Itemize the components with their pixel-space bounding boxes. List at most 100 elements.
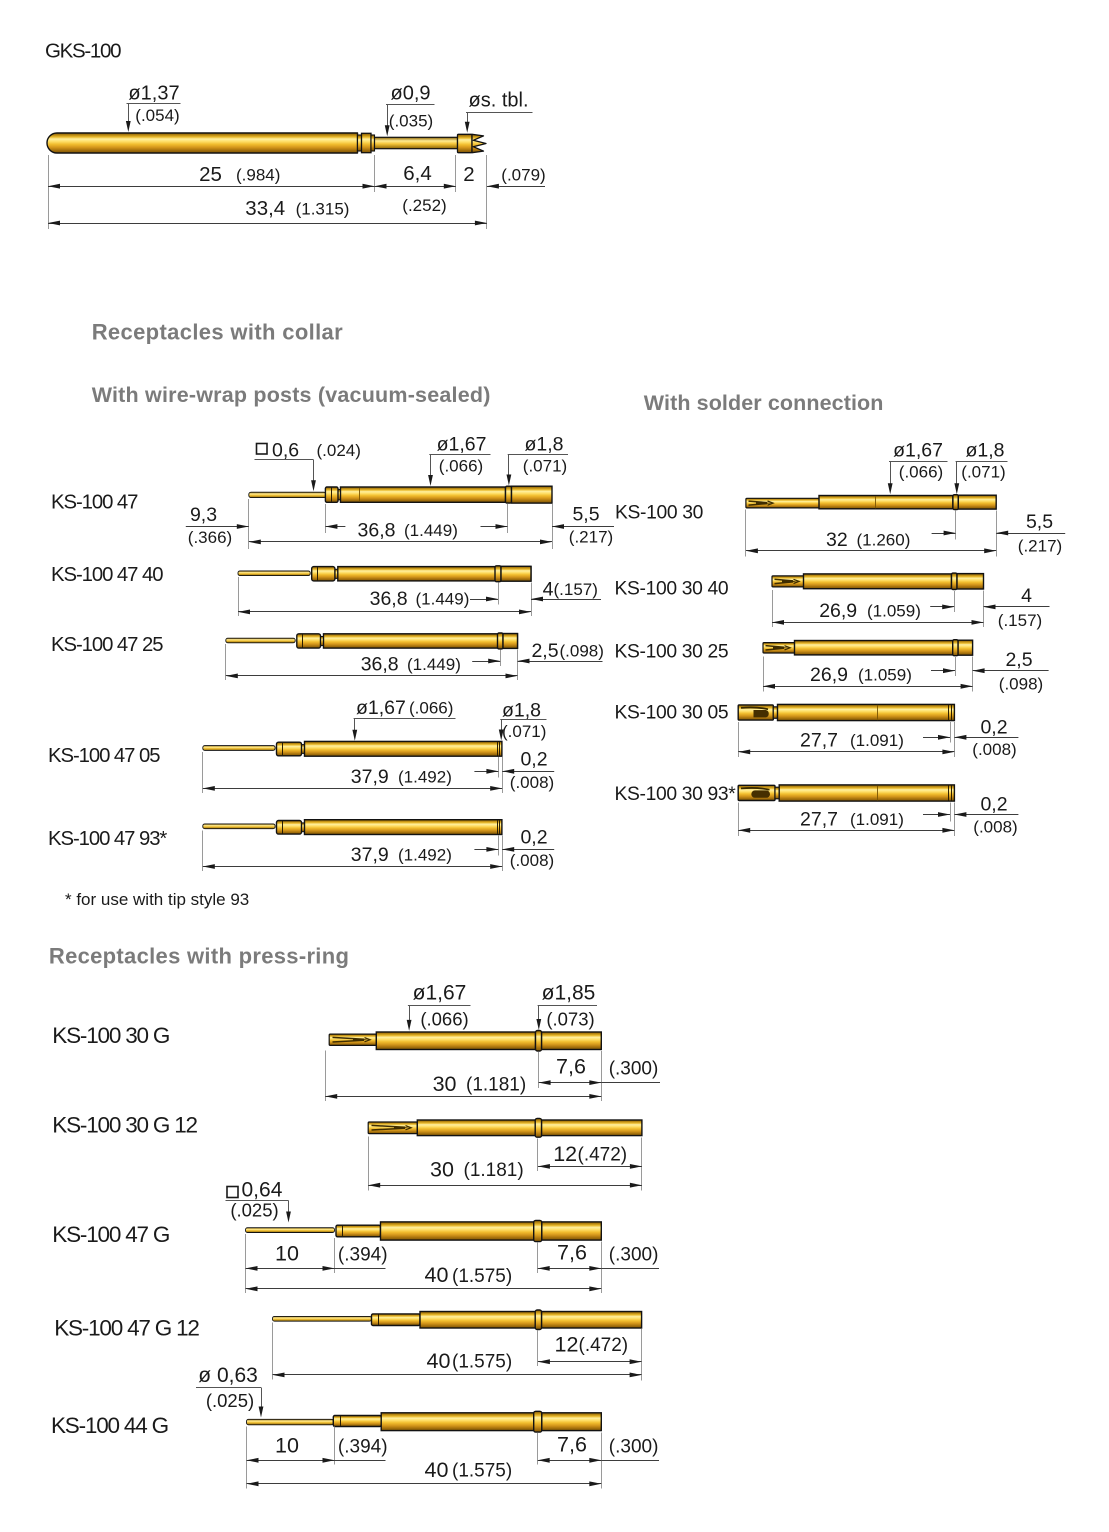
svg-text:(.071): (.071) bbox=[502, 722, 546, 741]
svg-text:6,4: 6,4 bbox=[403, 162, 432, 185]
svg-text:(.300): (.300) bbox=[609, 1437, 659, 1458]
svg-text:36,8: 36,8 bbox=[358, 520, 396, 542]
svg-text:øs. tbl.: øs. tbl. bbox=[469, 90, 529, 112]
svg-text:33,4: 33,4 bbox=[245, 197, 285, 220]
svg-text:ø1,67: ø1,67 bbox=[437, 434, 487, 456]
svg-text:(.066): (.066) bbox=[409, 699, 453, 718]
svg-text:(.071): (.071) bbox=[523, 457, 567, 476]
svg-text:KS-100 30 25: KS-100 30 25 bbox=[615, 642, 729, 663]
svg-text:KS-100 30 93*: KS-100 30 93* bbox=[615, 784, 737, 805]
svg-text:(1.181): (1.181) bbox=[466, 1075, 526, 1096]
svg-text:ø1,8: ø1,8 bbox=[502, 700, 541, 722]
svg-text:2: 2 bbox=[463, 163, 474, 186]
svg-text:(.366): (.366) bbox=[188, 528, 232, 547]
svg-text:0,64: 0,64 bbox=[242, 1179, 283, 1202]
svg-text:(.066): (.066) bbox=[899, 462, 943, 481]
svg-text:36,8: 36,8 bbox=[361, 653, 399, 675]
svg-text:37,9: 37,9 bbox=[351, 844, 389, 866]
svg-text:KS-100 47: KS-100 47 bbox=[51, 492, 138, 514]
svg-text:0,6: 0,6 bbox=[272, 440, 299, 462]
svg-text:(.025): (.025) bbox=[206, 1390, 254, 1411]
svg-text:(.984): (.984) bbox=[236, 166, 280, 185]
svg-text:KS-100 47 40: KS-100 47 40 bbox=[51, 564, 163, 586]
svg-text:KS-100 47 25: KS-100 47 25 bbox=[51, 634, 163, 656]
svg-text:KS-100 30: KS-100 30 bbox=[615, 503, 703, 524]
svg-text:10: 10 bbox=[275, 1434, 299, 1458]
svg-text:KS-100 47 G: KS-100 47 G bbox=[52, 1222, 169, 1247]
svg-text:With solder connection: With solder connection bbox=[644, 391, 884, 415]
svg-text:ø1,85: ø1,85 bbox=[542, 982, 596, 1005]
svg-text:(.054): (.054) bbox=[135, 106, 179, 125]
svg-text:(.024): (.024) bbox=[317, 441, 361, 460]
svg-text:0,2: 0,2 bbox=[520, 748, 547, 770]
svg-text:26,9: 26,9 bbox=[810, 664, 848, 686]
svg-text:40: 40 bbox=[425, 1263, 449, 1287]
svg-text:(.025): (.025) bbox=[230, 1200, 278, 1221]
svg-text:(.008): (.008) bbox=[510, 773, 554, 792]
svg-text:(1.492): (1.492) bbox=[398, 846, 452, 865]
svg-text:(.008): (.008) bbox=[510, 851, 554, 870]
svg-text:GKS-100: GKS-100 bbox=[45, 40, 121, 63]
svg-text:KS-100 30 40: KS-100 30 40 bbox=[615, 579, 729, 600]
svg-text:(1.449): (1.449) bbox=[404, 521, 458, 540]
svg-text:ø1,8: ø1,8 bbox=[524, 434, 563, 456]
svg-text:(.394): (.394) bbox=[338, 1245, 388, 1266]
svg-text:KS-100 47 93*: KS-100 47 93* bbox=[48, 828, 167, 850]
svg-text:30: 30 bbox=[433, 1072, 457, 1096]
svg-text:(.217): (.217) bbox=[569, 528, 613, 547]
svg-text:Receptacles with press-ring: Receptacles with press-ring bbox=[49, 944, 349, 969]
svg-text:(.217): (.217) bbox=[1018, 537, 1062, 556]
svg-text:(.066): (.066) bbox=[439, 457, 483, 476]
svg-text:ø1,67: ø1,67 bbox=[413, 982, 467, 1005]
svg-text:(.098): (.098) bbox=[560, 642, 604, 661]
svg-text:(1.575): (1.575) bbox=[452, 1266, 512, 1287]
svg-text:(1.059): (1.059) bbox=[858, 666, 912, 685]
svg-text:(1.091): (1.091) bbox=[850, 810, 904, 829]
svg-text:(1.575): (1.575) bbox=[452, 1461, 512, 1482]
svg-text:12: 12 bbox=[553, 1142, 577, 1166]
svg-text:(1.449): (1.449) bbox=[416, 589, 470, 608]
svg-text:(1.575): (1.575) bbox=[452, 1352, 512, 1373]
svg-text:(.394): (.394) bbox=[338, 1437, 388, 1458]
svg-text:(.157): (.157) bbox=[998, 611, 1042, 630]
svg-text:ø1,67: ø1,67 bbox=[893, 439, 943, 461]
svg-text:40: 40 bbox=[427, 1349, 451, 1373]
svg-text:(1.059): (1.059) bbox=[867, 602, 921, 621]
svg-text:ø1,8: ø1,8 bbox=[965, 439, 1004, 461]
svg-text:36,8: 36,8 bbox=[370, 588, 408, 610]
svg-text:40: 40 bbox=[425, 1458, 449, 1482]
svg-text:12: 12 bbox=[555, 1333, 579, 1357]
svg-text:KS-100 30 G 12: KS-100 30 G 12 bbox=[52, 1113, 197, 1138]
svg-text:(.472): (.472) bbox=[578, 1145, 628, 1166]
svg-text:0,2: 0,2 bbox=[980, 794, 1007, 816]
svg-text:(.252): (.252) bbox=[402, 196, 446, 215]
svg-text:(.157): (.157) bbox=[554, 580, 598, 599]
svg-text:(.300): (.300) bbox=[609, 1245, 659, 1266]
svg-text:(1.315): (1.315) bbox=[296, 200, 350, 219]
svg-text:5,5: 5,5 bbox=[572, 504, 599, 526]
svg-text:(1.449): (1.449) bbox=[407, 655, 461, 674]
svg-text:4: 4 bbox=[543, 579, 554, 601]
svg-text:KS-100 30 05: KS-100 30 05 bbox=[615, 703, 729, 724]
svg-text:5,5: 5,5 bbox=[1026, 511, 1053, 533]
svg-text:0,2: 0,2 bbox=[980, 717, 1007, 739]
svg-text:30: 30 bbox=[430, 1158, 454, 1182]
svg-text:2,5: 2,5 bbox=[531, 640, 558, 662]
svg-text:7,6: 7,6 bbox=[557, 1241, 587, 1265]
svg-text:37,9: 37,9 bbox=[351, 766, 389, 788]
svg-text:0,2: 0,2 bbox=[520, 826, 547, 848]
svg-text:(.079): (.079) bbox=[501, 166, 545, 185]
svg-text:ø1,67: ø1,67 bbox=[356, 697, 406, 719]
svg-text:(1.091): (1.091) bbox=[850, 731, 904, 750]
svg-text:7,6: 7,6 bbox=[557, 1433, 587, 1457]
svg-text:(.035): (.035) bbox=[389, 111, 433, 130]
svg-text:(.073): (.073) bbox=[546, 1009, 594, 1030]
svg-text:(1.492): (1.492) bbox=[398, 768, 452, 787]
svg-text:(.008): (.008) bbox=[973, 818, 1017, 837]
svg-text:25: 25 bbox=[199, 163, 222, 186]
svg-text:(1.260): (1.260) bbox=[857, 531, 911, 550]
svg-text:27,7: 27,7 bbox=[800, 808, 838, 830]
svg-text:Receptacles with collar: Receptacles with collar bbox=[92, 320, 343, 345]
svg-text:With wire-wrap posts (vacuum-s: With wire-wrap posts (vacuum-sealed) bbox=[92, 383, 491, 407]
svg-text:KS-100 30 G: KS-100 30 G bbox=[52, 1023, 169, 1048]
